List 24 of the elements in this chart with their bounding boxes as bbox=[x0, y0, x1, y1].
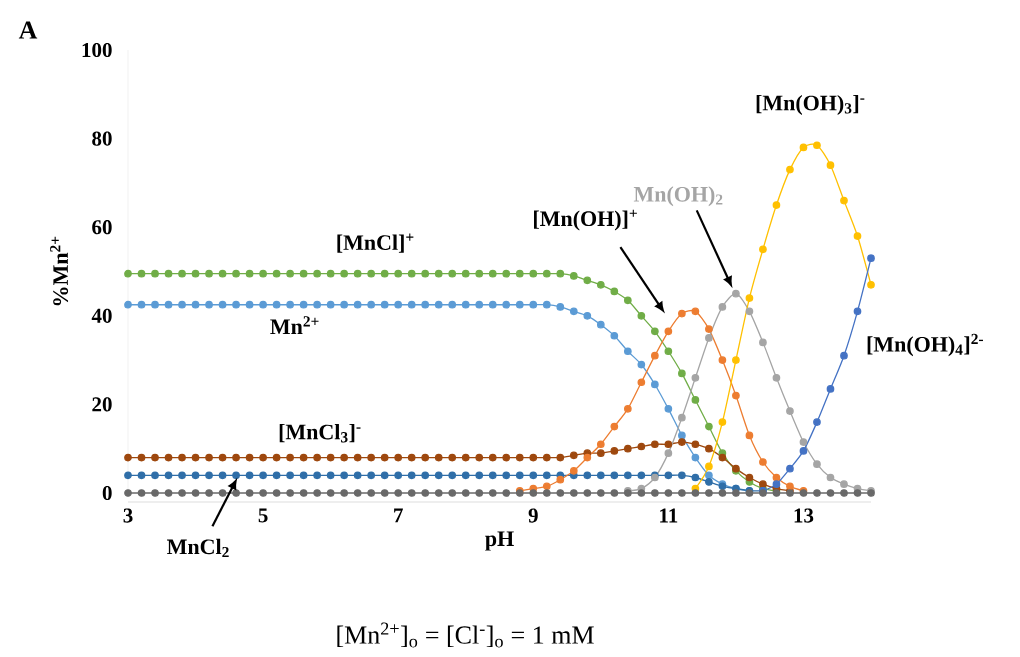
y-tick-label: 80 bbox=[92, 131, 112, 146]
x-tick-label: 9 bbox=[528, 508, 538, 523]
y-tick-label: 20 bbox=[92, 397, 112, 412]
series-label: [MnCl$_{3}$]$^{-}$ bbox=[279, 423, 361, 443]
x-tick-label: 5 bbox=[258, 508, 268, 523]
y-tick-label: 100 bbox=[82, 42, 112, 58]
x-tick-label: 13 bbox=[794, 508, 814, 523]
text: [Mn$^{2+}$]$_{o}$ = [Cl$^{-}$]$_{o}$ = 1 mM bbox=[337, 622, 594, 648]
y-axis-title: %Mn$^{2+}$ bbox=[50, 236, 69, 306]
y-tick-label: 60 bbox=[92, 220, 112, 235]
y-tick-label: 0 bbox=[102, 485, 112, 501]
x-tick-label: 7 bbox=[394, 508, 403, 523]
series-label: [Mn(OH)$_{3}$]$^{-}$ bbox=[756, 94, 865, 115]
x-axis-title: pH bbox=[485, 531, 514, 551]
x-tick-label: 11 bbox=[660, 508, 678, 523]
text: MnCl$_{2}$ bbox=[167, 538, 229, 558]
series-label: [MnCl]$^{+}$ bbox=[337, 233, 414, 253]
text: [Mn(OH)]$^{+}$ bbox=[534, 209, 637, 231]
series-label: Mn$^{2+}$ bbox=[270, 316, 319, 334]
y-tick-label: 40 bbox=[91, 308, 112, 323]
text: A bbox=[18, 21, 38, 39]
text: Mn(OH)$_{2}$ bbox=[633, 186, 723, 207]
series-label: [Mn(OH)$_{4}$]$^{2-}$ bbox=[867, 333, 983, 357]
x-tick-label: 3 bbox=[123, 508, 133, 523]
